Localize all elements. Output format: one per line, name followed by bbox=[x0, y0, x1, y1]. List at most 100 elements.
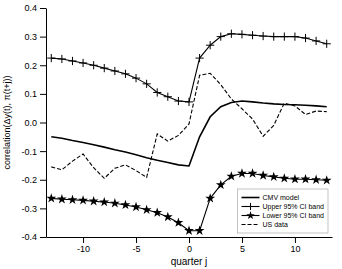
tick: -10 bbox=[77, 237, 90, 254]
marker bbox=[323, 40, 331, 48]
marker bbox=[237, 168, 247, 177]
marker bbox=[78, 195, 88, 204]
tick-label: -0.2 bbox=[21, 175, 37, 185]
tick-mark bbox=[242, 237, 243, 243]
marker bbox=[121, 200, 131, 209]
legend-marker bbox=[247, 203, 254, 210]
legend-item: CMV model bbox=[242, 194, 300, 201]
marker bbox=[270, 33, 278, 41]
legend-label: CMV model bbox=[263, 194, 300, 201]
tick: -0.2 bbox=[21, 175, 46, 185]
legend-item: US data bbox=[242, 221, 288, 228]
marker bbox=[142, 205, 152, 214]
marker bbox=[184, 226, 194, 235]
y-axis: -0.4 -0.3 -0.2 -0.1 0.0 0.1 0.2 0.3 0.4 bbox=[21, 3, 46, 242]
marker bbox=[312, 37, 320, 45]
tick: -5 bbox=[133, 237, 141, 254]
tick: 0.3 bbox=[24, 32, 46, 42]
tick: 5 bbox=[240, 237, 245, 254]
marker bbox=[99, 197, 109, 206]
series-line bbox=[51, 73, 326, 178]
legend-label: Upper 95% CI band bbox=[263, 203, 325, 211]
legend-swatch bbox=[242, 224, 260, 225]
marker bbox=[290, 174, 300, 183]
tick-label: 5 bbox=[240, 244, 245, 254]
tick: 0.4 bbox=[24, 3, 46, 13]
marker bbox=[46, 193, 56, 202]
tick: -0.4 bbox=[21, 232, 46, 242]
tick: 0.1 bbox=[24, 89, 46, 99]
marker bbox=[89, 196, 99, 205]
x-axis: -10 -5 0 5 10 bbox=[47, 237, 333, 254]
legend-swatch bbox=[242, 197, 260, 199]
tick: 10 bbox=[290, 237, 300, 254]
marker bbox=[259, 32, 267, 40]
marker bbox=[110, 198, 120, 207]
marker bbox=[248, 168, 258, 177]
marker bbox=[195, 226, 205, 235]
tick-mark bbox=[40, 37, 46, 38]
tick-label: 0 bbox=[187, 244, 192, 254]
tick: 0.0 bbox=[24, 118, 46, 128]
marker bbox=[68, 57, 76, 65]
tick-label: -0.3 bbox=[21, 204, 37, 214]
legend-label: Lower 95% CI band bbox=[263, 212, 325, 219]
chart: -10 -5 0 5 10 -0.4 -0.3 -0.2 -0.1 0.0 0.1 0.2 0.3 0.4… bbox=[0, 0, 342, 269]
marker bbox=[68, 195, 78, 204]
marker bbox=[90, 61, 98, 69]
marker bbox=[163, 212, 173, 221]
marker bbox=[185, 98, 193, 106]
tick-label: -5 bbox=[133, 244, 141, 254]
marker bbox=[111, 67, 119, 75]
tick-mark bbox=[40, 237, 46, 238]
marker bbox=[153, 88, 161, 96]
marker bbox=[322, 175, 332, 184]
tick-mark bbox=[83, 237, 84, 243]
legend-label: US data bbox=[263, 221, 288, 228]
tick-mark bbox=[40, 94, 46, 95]
tick-mark bbox=[40, 208, 46, 209]
tick-label: -0.1 bbox=[21, 147, 37, 157]
tick-label: 10 bbox=[290, 244, 300, 254]
axis-line bbox=[46, 9, 47, 238]
marker bbox=[173, 218, 183, 227]
legend-item: Lower 95% CI band bbox=[242, 211, 325, 219]
marker bbox=[301, 174, 311, 183]
marker bbox=[205, 193, 215, 202]
tick-mark bbox=[40, 151, 46, 152]
tick: 0 bbox=[187, 237, 192, 254]
legend-box bbox=[238, 189, 328, 233]
legend-marker bbox=[246, 211, 254, 219]
tick-label: 0.0 bbox=[24, 118, 37, 128]
marker bbox=[57, 194, 67, 203]
tick: -0.3 bbox=[21, 204, 46, 214]
marker bbox=[301, 34, 309, 42]
tick-label: -0.4 bbox=[21, 232, 37, 242]
series-line bbox=[51, 34, 326, 102]
legend-item: Upper 95% CI band bbox=[242, 203, 325, 211]
tick: -0.1 bbox=[21, 147, 46, 157]
tick-mark bbox=[40, 123, 46, 124]
x-axis-title: quarter j bbox=[171, 256, 208, 267]
marker bbox=[47, 54, 55, 62]
marker bbox=[269, 172, 279, 181]
tick-label: 0.3 bbox=[24, 32, 37, 42]
marker bbox=[58, 55, 66, 63]
marker bbox=[100, 64, 108, 72]
tick-label: 0.2 bbox=[24, 61, 37, 71]
tick-label: 0.1 bbox=[24, 89, 37, 99]
tick-mark bbox=[189, 237, 190, 243]
marker bbox=[143, 80, 151, 88]
marker bbox=[132, 74, 140, 82]
tick: 0.2 bbox=[24, 61, 46, 71]
tick-mark bbox=[295, 237, 296, 243]
marker bbox=[238, 30, 246, 38]
marker bbox=[79, 59, 87, 67]
y-axis-title: correlation(Δy(t), π(t+j)) bbox=[2, 76, 12, 170]
tick-label: 0.4 bbox=[24, 3, 37, 13]
marker bbox=[174, 97, 182, 105]
marker bbox=[164, 93, 172, 101]
marker bbox=[279, 173, 289, 182]
tick-mark bbox=[40, 180, 46, 181]
marker bbox=[280, 33, 288, 41]
